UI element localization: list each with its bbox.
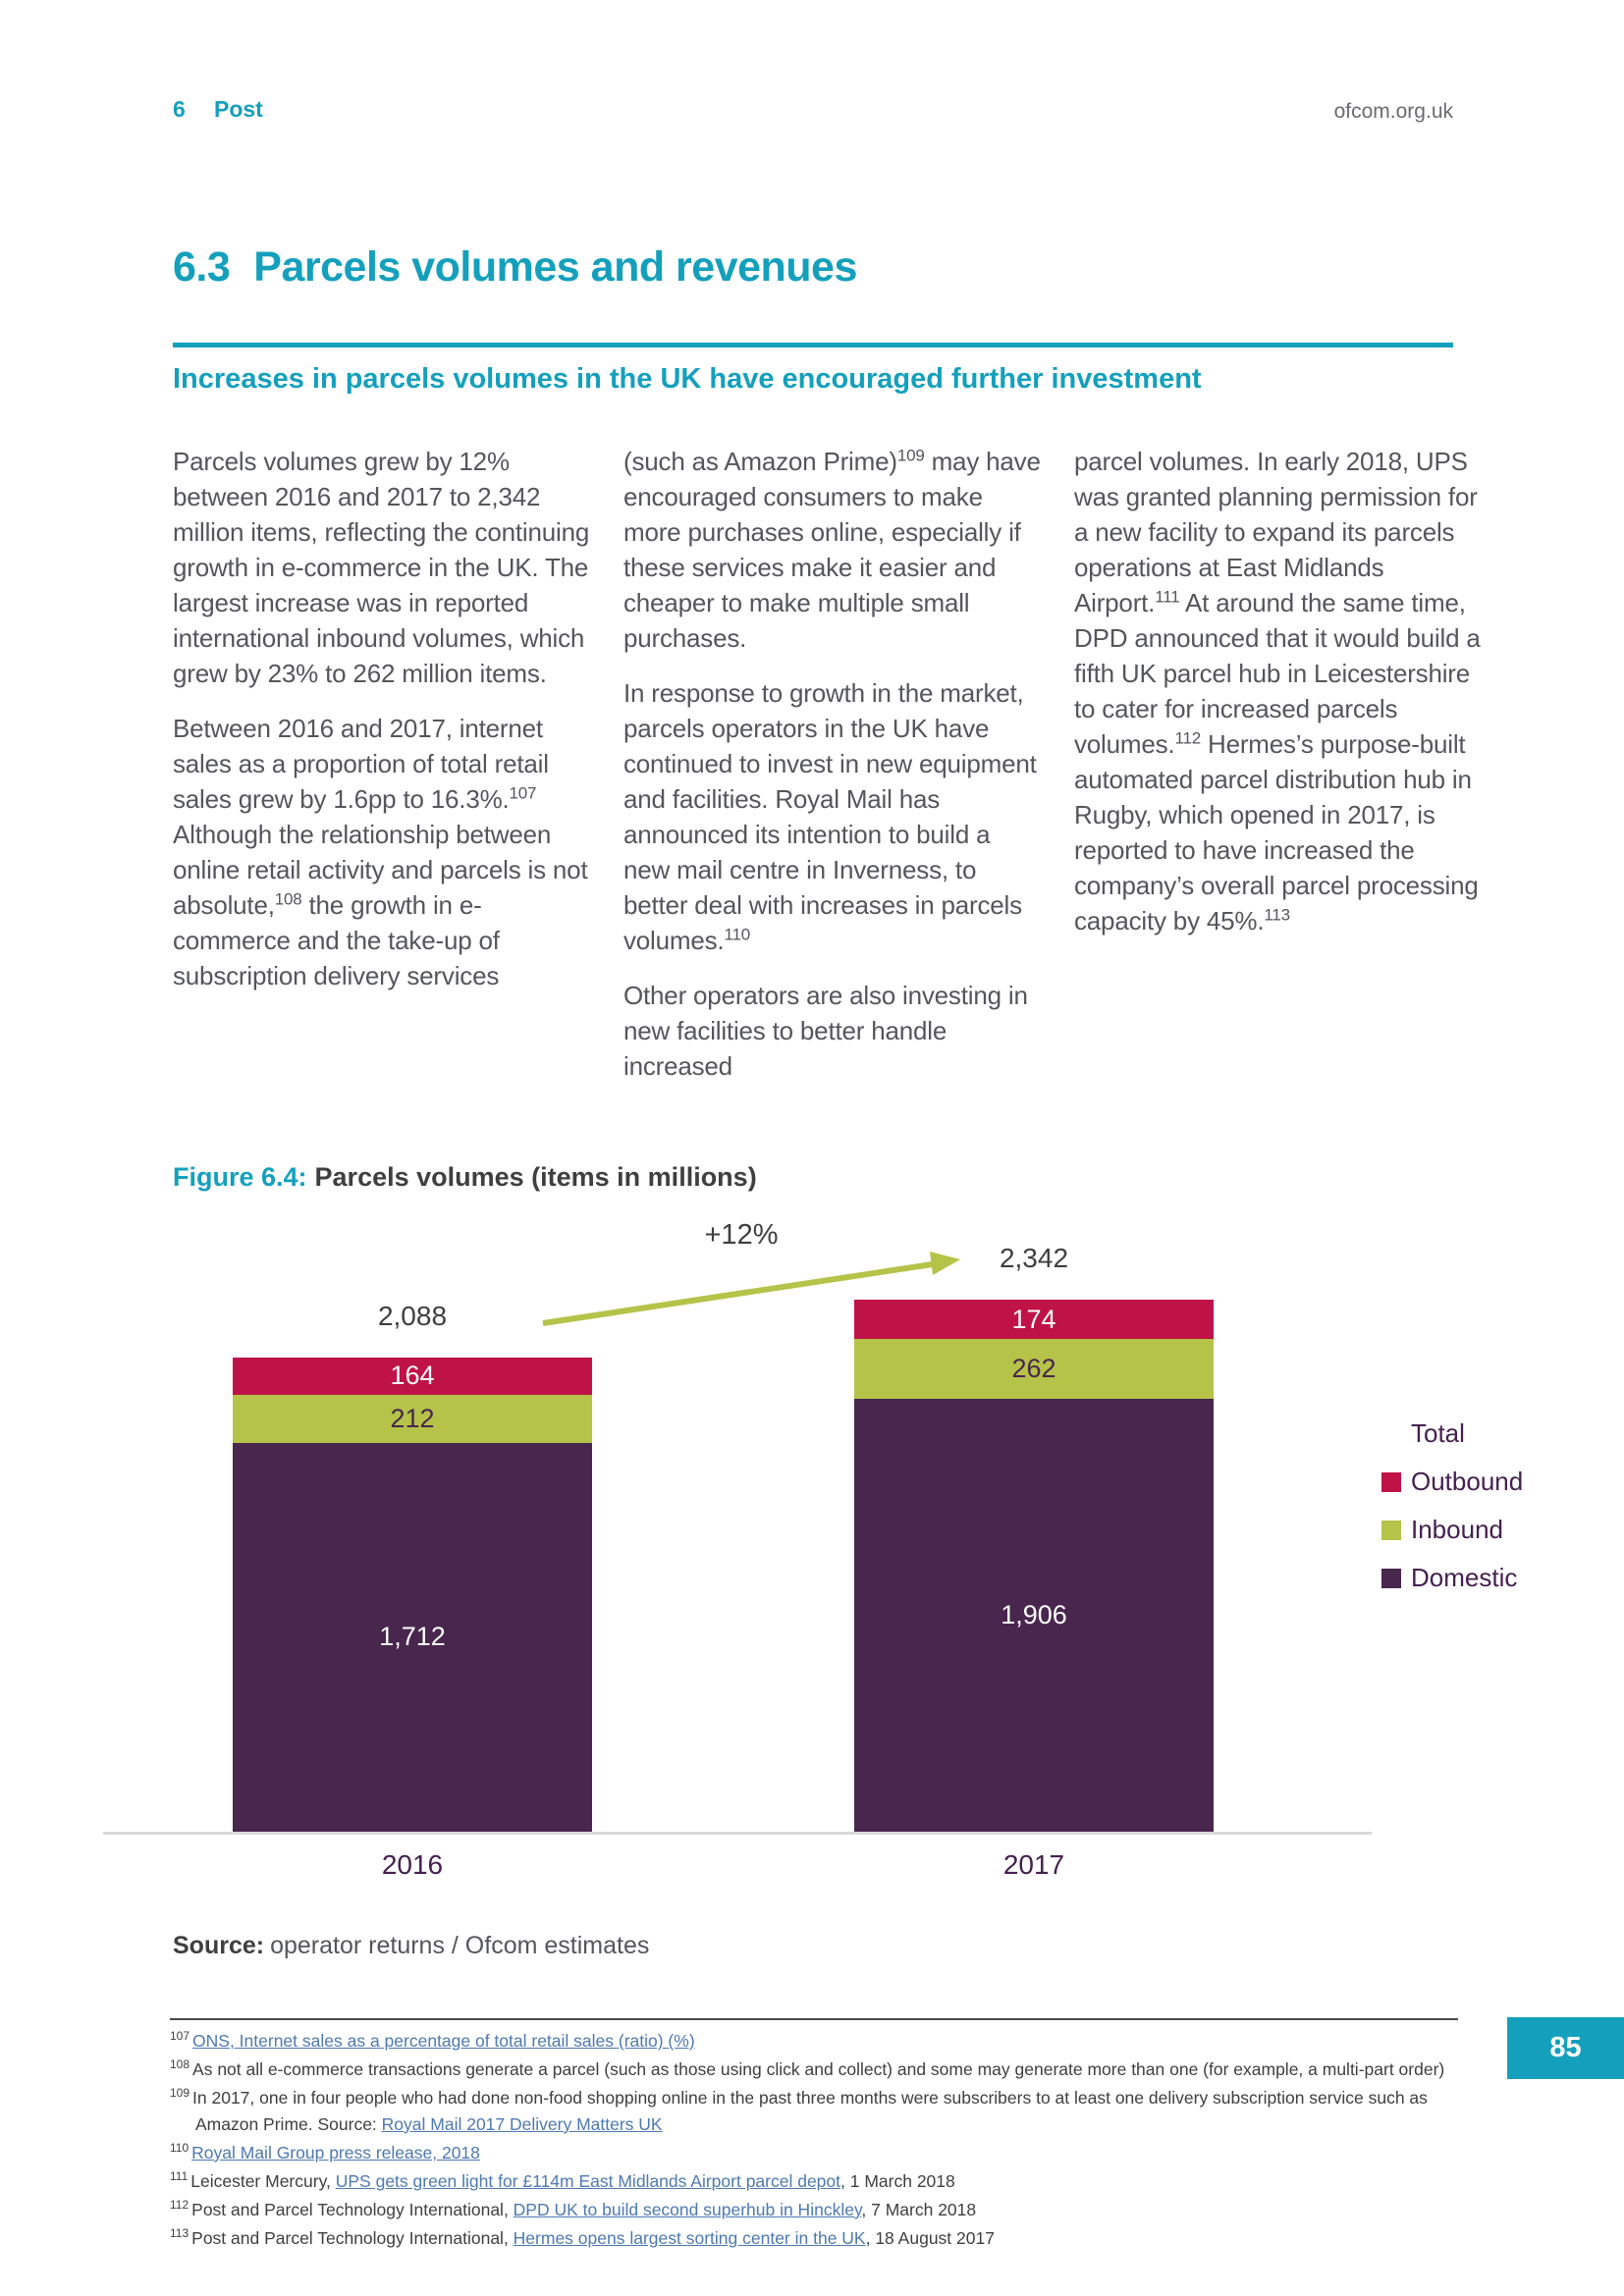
footnote-ref: 109	[896, 446, 925, 465]
body-column-1: Parcels volumes grew by 12% between 2016…	[173, 444, 590, 1103]
source-line: Source: operator returns / Ofcom estimate…	[173, 1932, 649, 1960]
footnote-ref: 108	[274, 889, 302, 909]
legend-item-domestic: Domestic	[1381, 1554, 1523, 1602]
footnote-number: 107	[170, 2029, 190, 2044]
footnote-110: 110 Royal Mail Group press release, 2018	[170, 2140, 1493, 2166]
footnote-number: 111	[170, 2169, 189, 2184]
footnote-link[interactable]: Hermes opens largest sorting center in t…	[513, 2228, 866, 2248]
bar-segment-domestic-2017: 1,906	[854, 1398, 1214, 1832]
bar-value-label: 1,906	[1001, 1599, 1067, 1629]
footnote-link[interactable]: Royal Mail 2017 Delivery Matters UK	[381, 2114, 663, 2134]
stacked-bar-2016: 164 212 1,712	[233, 1357, 592, 1832]
body-paragraph: Between 2016 and 2017, internet sales as…	[173, 714, 588, 990]
legend-label: Domestic	[1411, 1563, 1518, 1592]
title-rule	[173, 343, 1453, 347]
footnote-ref: 113	[1264, 905, 1290, 925]
footnote-111: 111 Leicester Mercury, UPS gets green lig…	[170, 2169, 955, 2191]
bar-segment-outbound-2016: 164	[233, 1357, 592, 1395]
legend-swatch-total	[1381, 1424, 1401, 1444]
footnote-number: 113	[170, 2226, 189, 2241]
body-column-2: (such as Amazon Prime)109 may have encou…	[623, 444, 1041, 1103]
body-columns: Parcels volumes grew by 12% between 2016…	[173, 444, 1492, 1103]
legend-label: Inbound	[1411, 1515, 1503, 1544]
legend-swatch-domestic	[1381, 1568, 1401, 1588]
bar-value-label: 1,712	[379, 1622, 446, 1652]
footnote-113: 113 Post and Parcel Technology Internatio…	[170, 2226, 995, 2248]
source-label: Source:	[173, 1932, 265, 1959]
figure-caption: Figure 6.4: Parcels volumes (items in mil…	[173, 1162, 757, 1193]
body-column-3: parcel volumes. In early 2018, UPS was g…	[1074, 444, 1491, 1103]
bar-value-label: 164	[390, 1361, 435, 1391]
footnote-107: 107 ONS, Internet sales as a percentage o…	[170, 2028, 1493, 2055]
bar-segment-inbound-2017: 262	[854, 1339, 1214, 1399]
footnote-112: 112 Post and Parcel Technology Internatio…	[170, 2198, 977, 2219]
footnote-ref: 107	[509, 783, 537, 803]
page-number-badge: 85	[1507, 2017, 1624, 2079]
footnote-link[interactable]: UPS gets green light for £114m East Midl…	[335, 2171, 841, 2191]
footnote-ref: 111	[1155, 587, 1180, 607]
footnote-link[interactable]: ONS, Internet sales as a percentage of t…	[192, 2031, 695, 2051]
footnote-ref: 112	[1174, 728, 1201, 748]
x-axis-label-2016: 2016	[381, 1849, 444, 1880]
body-paragraph: In response to growth in the market, par…	[623, 678, 1037, 955]
growth-annotation: +12%	[704, 1219, 779, 1251]
legend-swatch-outbound	[1381, 1471, 1401, 1492]
footnote-number: 109	[170, 2086, 190, 2101]
footnote-number: 110	[170, 2141, 189, 2156]
legend-item-inbound: Inbound	[1381, 1506, 1523, 1554]
legend-label: Total	[1411, 1418, 1465, 1448]
bar-value-label: 212	[390, 1403, 435, 1433]
footnote-link[interactable]: DPD UK to build second superhub in Hinck…	[513, 2200, 862, 2219]
stacked-bar-2017: 174 262 1,906	[854, 1300, 1214, 1832]
footnote-link[interactable]: Royal Mail Group press release, 2018	[191, 2143, 480, 2163]
bar-segment-domestic-2016: 1,712	[233, 1442, 592, 1832]
growth-arrow-icon	[542, 1252, 960, 1326]
header-chapter: 6 Post	[173, 96, 263, 123]
figure-title: Parcels volumes (items in millions)	[314, 1162, 757, 1192]
chapter-title: Post	[214, 96, 263, 122]
bar-total-label: 2,088	[377, 1300, 448, 1331]
body-paragraph: Other operators are also investing in ne…	[623, 981, 1028, 1081]
section-subtitle: Increases in parcels volumes in the UK h…	[173, 363, 1202, 395]
header-site-url: ofcom.org.uk	[1333, 100, 1453, 123]
bar-value-label: 262	[1011, 1354, 1056, 1384]
legend-item-total: Total	[1381, 1410, 1523, 1458]
footnote-number: 112	[170, 2198, 189, 2213]
legend-swatch-inbound	[1381, 1520, 1401, 1540]
footnote-109: 109 In 2017, one in four people who had d…	[170, 2086, 1428, 2134]
footnote-ref: 110	[724, 925, 750, 944]
bar-segment-inbound-2016: 212	[233, 1394, 592, 1443]
body-paragraph: Parcels volumes grew by 12% between 2016…	[173, 447, 590, 688]
bar-value-label: 174	[1011, 1304, 1056, 1334]
section-title: 6.3 Parcels volumes and revenues	[173, 243, 857, 292]
x-axis-line	[103, 1832, 1372, 1835]
legend-item-outbound: Outbound	[1381, 1458, 1523, 1506]
bar-segment-outbound-2017: 174	[854, 1300, 1214, 1340]
section-title-text: Parcels volumes and revenues	[253, 243, 857, 291]
body-paragraph: (such as Amazon Prime)109 may have encou…	[623, 446, 1041, 653]
stacked-bar-chart: +12% Total Outbound Inbound Domestic 2,088 1…	[0, 1217, 1624, 1904]
footnote-separator	[170, 2018, 1458, 2020]
legend-label: Outbound	[1411, 1467, 1524, 1496]
figure-label: Figure 6.4:	[173, 1162, 307, 1192]
footnote-108: 108 As not all e-commerce transactions ge…	[170, 2057, 1445, 2079]
bar-total-label: 2,342	[999, 1243, 1069, 1274]
body-paragraph: parcel volumes. In early 2018, UPS was g…	[1074, 447, 1481, 935]
footnotes: 107 ONS, Internet sales as a percentage o…	[170, 2028, 1493, 2254]
section-number: 6.3	[173, 243, 231, 291]
source-text: operator returns / Ofcom estimates	[270, 1932, 650, 1959]
footnote-number: 108	[170, 2057, 190, 2072]
chart-legend: Total Outbound Inbound Domestic	[1381, 1410, 1523, 1602]
x-axis-label-2017: 2017	[1002, 1849, 1065, 1880]
chapter-number: 6	[173, 96, 186, 122]
